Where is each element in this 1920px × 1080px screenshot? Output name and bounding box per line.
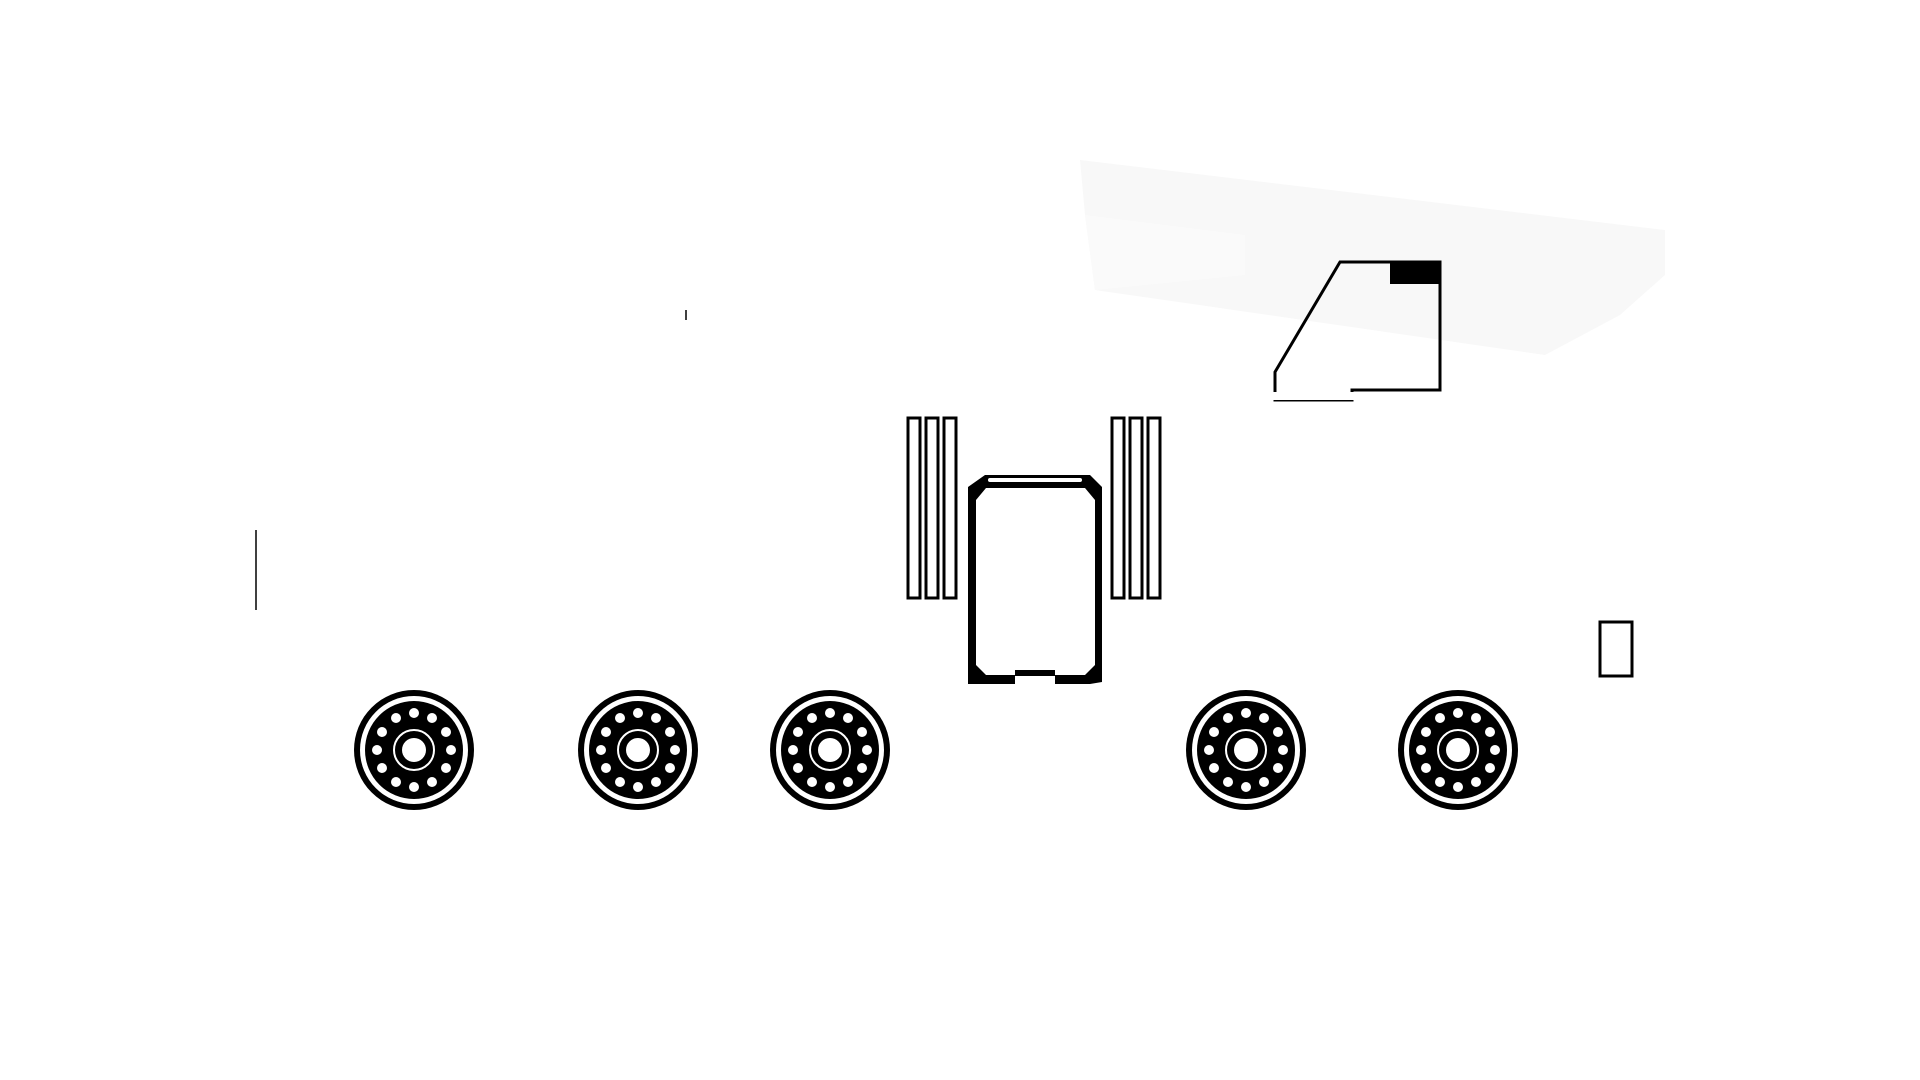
- cab-icon: [1260, 260, 1450, 402]
- wheel-icon: [1186, 690, 1306, 810]
- wheel-icon: [354, 690, 474, 810]
- wheel-icon: [578, 690, 698, 810]
- stabilizer-bars-left-icon: [906, 416, 958, 600]
- boom-panel-icon: [1080, 160, 1665, 355]
- stabilizer-bars-right-icon: [1110, 416, 1162, 600]
- wheel-icon: [1398, 690, 1518, 810]
- marker-icon: [1598, 620, 1634, 678]
- wheel-icon: [770, 690, 890, 810]
- chassis-frame-icon: [968, 475, 1102, 684]
